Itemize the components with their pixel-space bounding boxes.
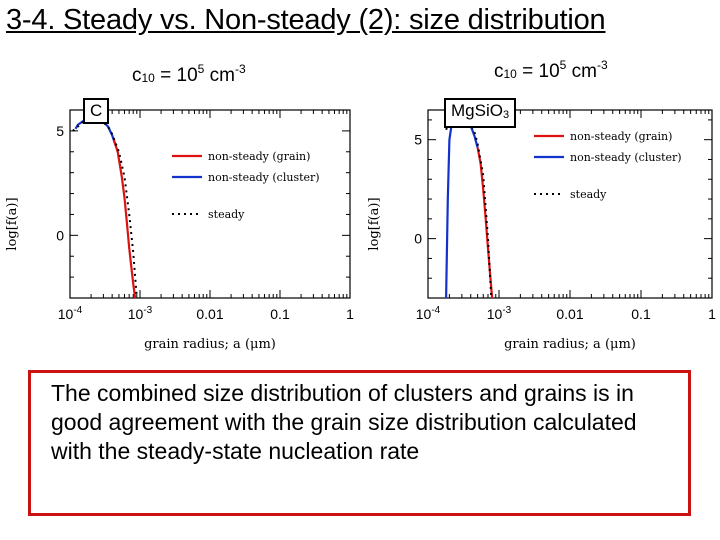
condition-subscript: 10 (141, 71, 155, 85)
x-tick-label: 0.01 (556, 306, 583, 322)
species-part: Si (474, 101, 490, 120)
x-tick-label-base: 10 (416, 306, 432, 322)
y-tick-label: 0 (414, 231, 422, 247)
condition-subscript: 10 (503, 67, 517, 81)
x-axis-label: grain radius; a (μm) (144, 337, 276, 352)
x-tick-label: 0.1 (270, 306, 290, 322)
x-tick-label-exp: -4 (73, 305, 82, 316)
y-axis-label: log[f(a)] (5, 197, 20, 250)
x-tick-label: 1 (346, 306, 354, 322)
condition-unit-exp: -3 (596, 58, 608, 72)
legend-entry: non-steady (grain) (208, 150, 310, 163)
x-tick-label: 10-4 (416, 305, 441, 322)
y-tick-label: 5 (56, 123, 64, 139)
x-tick-label-base: 0.1 (631, 306, 651, 322)
species-tag-mgsio3: MgSiO3 (444, 98, 517, 128)
x-axis-label: grain radius; a (μm) (504, 337, 636, 352)
x-tick-label-base: 0.01 (196, 306, 223, 322)
legend-entry: non-steady (grain) (570, 130, 672, 143)
x-tick-label-base: 0.1 (270, 306, 290, 322)
caption-text: The combined size distribution of cluste… (51, 380, 637, 464)
condition-label-right: c10 = 105 cm-3 (494, 58, 608, 83)
condition-label-left: c10 = 105 cm-3 (132, 62, 246, 87)
x-tick-label-exp: -3 (143, 305, 152, 316)
legend-entry: non-steady (cluster) (208, 171, 320, 184)
condition-eq: = 10 (160, 65, 198, 86)
condition-unit: cm (566, 61, 597, 82)
x-tick-label-base: 10 (128, 306, 144, 322)
slide-title: 3-4. Steady vs. Non-steady (2): size dis… (6, 4, 606, 36)
species-part: O (489, 101, 503, 120)
x-tick-label-exp: -4 (431, 305, 440, 316)
x-tick-label: 10-3 (487, 305, 512, 322)
x-tick-label: 10-4 (58, 305, 83, 322)
x-tick-label-base: 10 (58, 306, 74, 322)
series-line-cluster (445, 116, 479, 299)
condition-unit: cm (204, 65, 235, 86)
condition-symbol: c (132, 65, 142, 86)
condition-unit-exp: -3 (234, 62, 246, 76)
x-tick-label: 10-3 (128, 305, 153, 322)
condition-exp: 5 (559, 58, 567, 72)
series-line-grain (112, 138, 137, 299)
legend-entry: steady (570, 188, 607, 201)
condition-exp: 5 (197, 62, 205, 76)
plot-frame (69, 109, 351, 299)
y-tick-label: 5 (414, 132, 422, 148)
condition-symbol: c (494, 61, 504, 82)
legend-entry: non-steady (cluster) (570, 151, 682, 164)
x-tick-label-base: 1 (346, 306, 354, 322)
species-subscript: 3 (502, 109, 510, 121)
y-tick-label: 0 (56, 227, 64, 243)
species-label: C (90, 101, 103, 120)
x-tick-label-base: 10 (487, 306, 503, 322)
legend-entry: steady (208, 208, 245, 221)
series-line-steady (72, 118, 138, 299)
x-tick-label-base: 0.01 (556, 306, 583, 322)
species-part: Mg (451, 101, 475, 120)
x-tick-label: 0.1 (631, 306, 651, 322)
caption-box: The combined size distribution of cluste… (28, 370, 691, 516)
species-tag-carbon: C (83, 98, 110, 124)
y-axis-label: log[f(a)] (367, 197, 382, 250)
x-tick-label: 1 (708, 306, 716, 322)
x-tick-label-exp: -3 (502, 305, 511, 316)
condition-eq: = 10 (522, 61, 560, 82)
x-tick-label: 0.01 (196, 306, 223, 322)
x-tick-label-base: 1 (708, 306, 716, 322)
